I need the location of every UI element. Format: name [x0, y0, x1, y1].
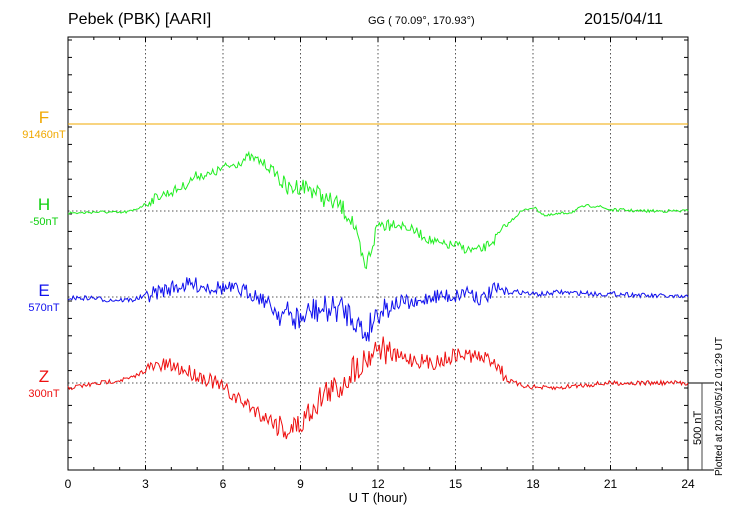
baseline-value: 300nT — [28, 388, 60, 400]
x-tick-label: 15 — [449, 477, 463, 491]
baseline-value: 91460nT — [22, 129, 66, 141]
x-tick-label: 21 — [604, 477, 618, 491]
x-tick-label: 24 — [681, 477, 695, 491]
series-line-h — [67, 150, 689, 270]
scale-bar-label: 500 nT — [692, 410, 704, 445]
component-name: F — [38, 108, 50, 127]
component-name: E — [38, 281, 50, 300]
x-tick-label: 6 — [220, 477, 227, 491]
x-tick-label: 18 — [526, 477, 540, 491]
series-label-e: E 570nT — [14, 281, 74, 314]
geographic-coordinates: GG ( 70.09°, 170.93°) — [368, 15, 475, 27]
x-tick-label: 12 — [371, 477, 385, 491]
x-tick-label: 0 — [65, 477, 72, 491]
plotted-timestamp: Plotted at 2015/05/12 01:29 UT — [714, 337, 725, 476]
component-name: H — [37, 195, 51, 214]
baseline-value: 570nT — [28, 302, 60, 314]
series-label-f: F 91460nT — [14, 108, 74, 141]
series-line-e — [67, 277, 689, 342]
station-title: Pebek (PBK) [AARI] — [68, 11, 212, 28]
series-label-z: Z 300nT — [14, 367, 74, 400]
series-label-h: H -50nT — [14, 195, 74, 228]
x-tick-label: 3 — [142, 477, 149, 491]
date-label: 2015/04/11 — [584, 11, 663, 28]
series-line-z — [67, 336, 689, 440]
baseline-value: -50nT — [29, 216, 59, 228]
x-axis-label: U T (hour) — [349, 490, 408, 505]
component-name: Z — [38, 367, 50, 386]
x-tick-label: 9 — [297, 477, 304, 491]
